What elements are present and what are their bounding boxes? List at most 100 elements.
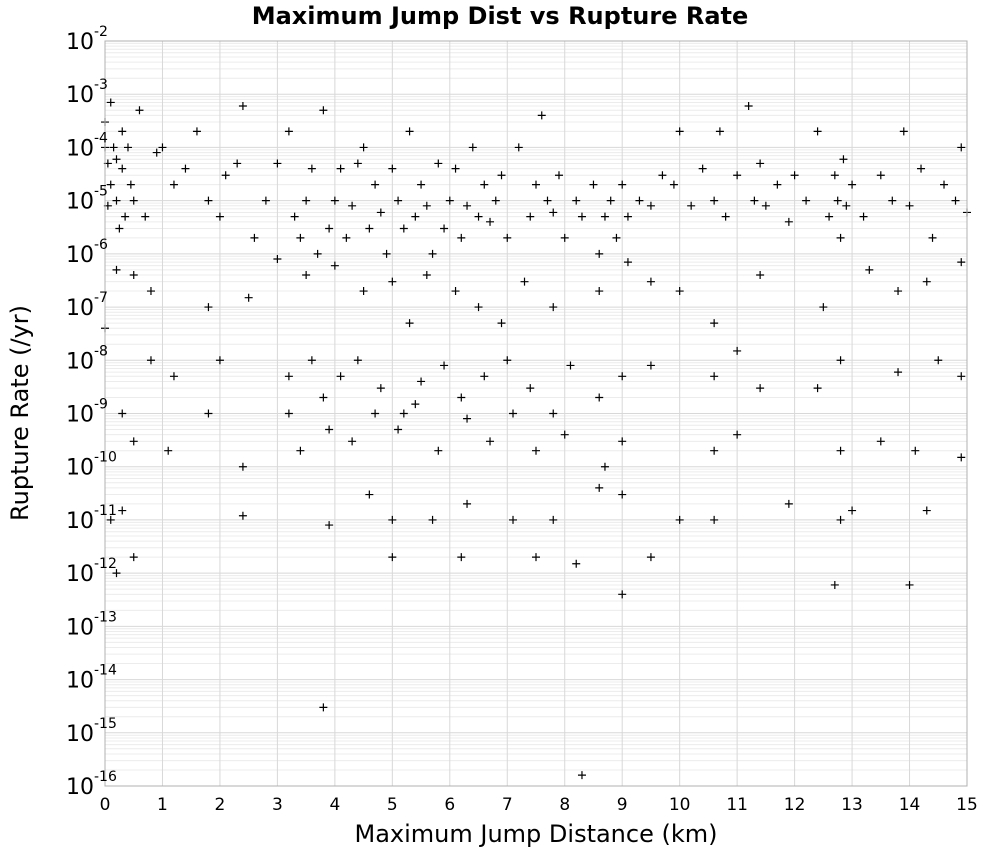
x-tick-label: 4	[329, 795, 340, 815]
data-point	[520, 277, 529, 286]
data-point	[141, 212, 150, 221]
data-point	[411, 212, 420, 221]
data-point	[307, 356, 316, 365]
data-point	[394, 425, 403, 434]
data-point	[129, 437, 138, 446]
data-point	[509, 515, 518, 524]
data-point	[284, 127, 293, 136]
data-point	[434, 159, 443, 168]
data-point	[848, 180, 857, 189]
data-point	[514, 143, 523, 152]
data-point	[532, 180, 540, 189]
data-point	[773, 180, 782, 189]
data-point	[917, 164, 926, 173]
data-point	[296, 233, 305, 242]
data-point	[244, 293, 253, 302]
data-point	[422, 271, 431, 280]
x-tick-label: 13	[841, 795, 863, 815]
data-point	[325, 521, 334, 530]
data-point	[112, 569, 121, 578]
data-point	[319, 106, 328, 115]
data-point	[836, 446, 845, 455]
data-point	[836, 233, 845, 242]
data-point	[566, 361, 575, 370]
data-point	[359, 143, 368, 152]
data-point	[784, 217, 793, 226]
data-point	[126, 180, 135, 189]
data-point	[428, 249, 437, 258]
data-point	[623, 258, 632, 267]
x-tick-label: 8	[559, 795, 570, 815]
data-point	[215, 356, 224, 365]
data-point	[451, 287, 460, 296]
data-point	[221, 171, 230, 180]
data-point	[325, 224, 334, 233]
data-point	[261, 196, 270, 205]
data-point	[112, 196, 121, 205]
data-point	[388, 277, 397, 286]
data-point	[839, 155, 848, 164]
data-point	[784, 499, 793, 508]
data-point	[618, 180, 627, 189]
data-point	[595, 483, 604, 492]
y-tick-label: 10-2	[66, 24, 108, 55]
data-point	[152, 148, 161, 157]
x-tick-label: 0	[100, 795, 111, 815]
x-tick-label: 14	[899, 795, 921, 815]
data-point	[313, 249, 322, 258]
data-point	[715, 127, 724, 136]
data-point	[577, 771, 586, 780]
data-point	[109, 143, 118, 152]
data-point	[733, 346, 742, 355]
data-point	[440, 361, 449, 370]
data-point	[405, 319, 414, 328]
data-point	[371, 409, 380, 418]
data-point	[463, 499, 472, 508]
y-tick-label: 10-9	[66, 397, 108, 428]
data-point	[417, 377, 426, 386]
data-point	[204, 303, 213, 312]
data-point	[215, 212, 224, 221]
data-point	[388, 515, 397, 524]
data-point	[118, 127, 127, 136]
data-point	[330, 196, 339, 205]
data-point	[830, 580, 839, 589]
data-point	[836, 515, 845, 524]
data-point	[399, 409, 408, 418]
data-point	[486, 217, 495, 226]
data-point	[532, 553, 540, 562]
y-tick-label: 10-11	[66, 503, 117, 534]
data-point	[204, 196, 213, 205]
data-point	[428, 515, 437, 524]
data-point	[957, 453, 966, 462]
data-point	[577, 212, 586, 221]
data-point	[302, 196, 311, 205]
data-point	[600, 462, 609, 471]
data-point	[284, 409, 293, 418]
data-points	[101, 98, 971, 780]
data-point	[922, 506, 931, 515]
data-point	[129, 553, 138, 562]
data-point	[526, 384, 535, 393]
data-point	[572, 559, 581, 568]
data-point	[790, 171, 799, 180]
x-tick-label: 3	[272, 795, 283, 815]
data-point	[905, 580, 914, 589]
data-point	[888, 196, 897, 205]
data-point	[813, 127, 822, 136]
data-point	[129, 196, 138, 205]
data-point	[675, 127, 684, 136]
x-tick-label: 6	[444, 795, 455, 815]
x-tick-label: 5	[387, 795, 398, 815]
y-tick-label: 10-16	[66, 769, 117, 800]
data-point	[744, 102, 753, 111]
data-point	[618, 372, 627, 381]
data-point	[457, 553, 466, 562]
data-point	[284, 372, 293, 381]
data-point	[549, 409, 558, 418]
data-point	[164, 446, 173, 455]
data-point	[830, 171, 839, 180]
x-tick-label: 11	[726, 795, 748, 815]
data-point	[463, 201, 472, 210]
